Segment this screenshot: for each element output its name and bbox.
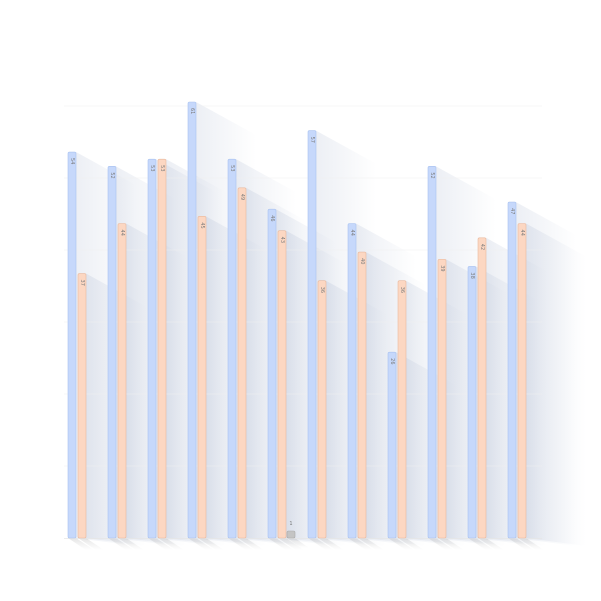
bar-series-2 [157,158,167,539]
bar-floor-shadow [68,538,94,550]
bar-series-2 [277,230,287,539]
bar-floor-shadow [468,538,494,550]
bar-floor-shadow [78,538,104,550]
bar-floor-shadow [428,538,454,550]
bar-floor-shadow [508,538,534,550]
bar-series-1 [227,158,237,539]
gridlines [64,105,542,539]
bar-series-1 [107,166,117,539]
bar-series-2 [197,216,207,539]
bar-floor-shadow [348,538,374,550]
bar-series-2 [477,237,487,539]
bar-floor-shadow [518,538,544,550]
bar-series-1 [427,166,437,539]
bar-series-1 [147,158,157,539]
bar-floor-shadow [108,538,134,550]
bar-series-1 [267,208,277,539]
bar-floor-shadow [158,538,184,550]
bar-series-1 [387,351,397,539]
bar-value-label: 52 [429,172,435,178]
bar-series-2 [517,223,527,539]
bar-series-1 [67,151,77,539]
bar-floor-shadow [478,538,504,550]
bar-series-1 [507,201,517,539]
bar-floor-shadow [438,538,464,550]
bar-value-label: 44 [519,230,525,236]
bar-floor-shadow [118,538,144,550]
bar-value-label: 44 [349,230,355,236]
bar-value-label: 57 [309,137,315,143]
bar-series-2 [437,258,447,539]
bar-value-label: 40 [359,258,365,264]
bars [67,101,527,539]
data-labels: 54 37 52 44 53 53 61 45 53 49 46 43 1 57 36 44 40 26 36 52 3… [69,108,525,527]
bar-floor-shadow [308,538,334,550]
bar-series-1 [347,223,357,539]
bar-value-label: 45 [199,222,205,228]
bar-value-label: 53 [149,165,155,171]
bar-value-label: 42 [479,244,485,250]
bar-floor-shadow [238,538,264,550]
bar-series-2 [77,273,87,539]
bar-value-label: 53 [159,165,165,171]
bar-value-label: 1 [289,521,292,527]
bar-value-label: 53 [229,165,235,171]
bar-series-3 [286,530,296,539]
bar-series-1 [307,130,317,539]
bar-series-2 [397,280,407,539]
bar-series-2 [317,280,327,539]
bar-floor-shadow [388,538,414,550]
bar-value-label: 39 [439,265,445,271]
bar-floor-shadow [188,538,214,550]
bar-floor-shadow [268,538,294,550]
bar-floor-shadow [398,538,424,550]
bar-floor-shadow [148,538,174,550]
bar-series-2 [357,251,367,539]
bar-series-1 [187,101,197,539]
bar-value-label: 43 [279,237,285,243]
bar-value-label: 47 [509,208,515,214]
bar-value-label: 37 [79,280,85,286]
bar-value-label: 54 [69,158,75,164]
bar-shadow [526,223,586,547]
bar-floor-shadow [287,538,309,548]
bar-floor-shadow [318,538,344,550]
bar-value-label: 36 [319,287,325,293]
bar-floor-shadow [228,538,254,550]
bar-value-label: 44 [119,230,125,236]
bar-series-1 [467,266,477,539]
bar-series-2 [117,223,127,539]
bar-value-label: 36 [399,287,405,293]
bar-series-2 [237,187,247,539]
bar-value-label: 52 [109,172,115,178]
bar-floor-shadow [358,538,384,550]
bar-floor-shadow [198,538,224,550]
bar-value-label: 61 [189,108,195,114]
bar-floor-shadow [278,538,304,550]
bar-value-label: 46 [269,215,275,221]
bar-value-label: 26 [389,358,395,364]
bar-value-label: 38 [469,272,475,278]
bar-value-label: 49 [239,194,245,200]
